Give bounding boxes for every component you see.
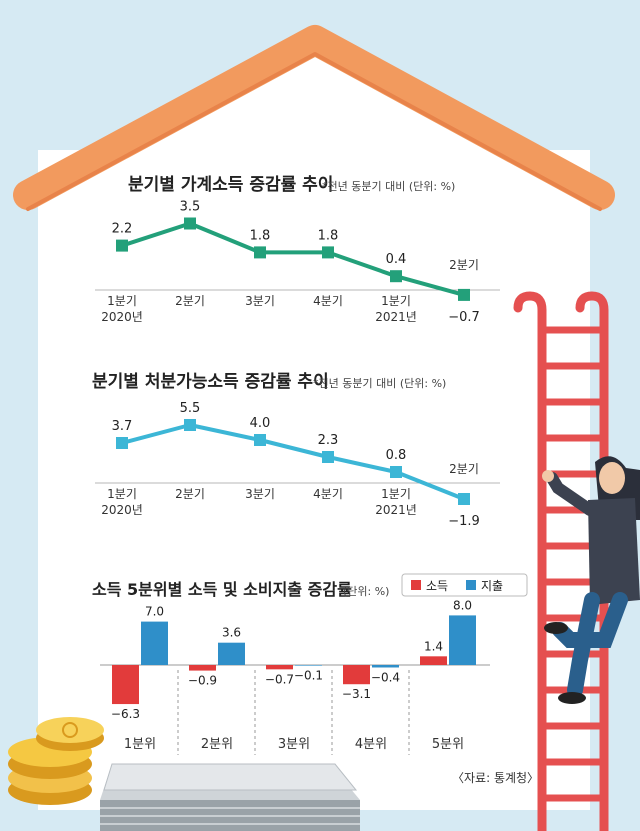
chart2-value-label: 4.0 xyxy=(250,416,271,431)
legend-box xyxy=(401,573,528,597)
chart2-x-tick-label: 4분기 xyxy=(313,487,343,501)
chart3-value-label: 7.0 xyxy=(145,605,164,619)
chart1-series-line xyxy=(121,221,465,297)
chart1-value-label: 2.2 xyxy=(112,222,133,237)
legend-spending-label: 지출 xyxy=(481,579,503,593)
chart2-plot: 3.7 1분기 2020년 5.5 2분기 4.0 3분기 2.3 4분기 0.8 1분기 2021년… xyxy=(95,401,500,529)
chart1-point xyxy=(390,270,402,283)
chart1-value-label: −0.7 xyxy=(448,310,480,325)
chart1-note: *전년 동분기 대비 (단위: %) xyxy=(322,180,455,193)
chart1-x-tick-label: 1분기 xyxy=(107,294,137,308)
chart2-title: 분기별 처분가능소득 증감률 추이 xyxy=(92,372,329,392)
chart3-value-label: −0.7 xyxy=(265,672,294,686)
banknote-stack-illustration xyxy=(100,763,360,831)
chart3-value-label: −3.1 xyxy=(342,687,371,701)
chart2-year-label: 2021년 xyxy=(375,503,417,517)
chart1-value-label: 1.8 xyxy=(318,228,339,243)
chart2-value-label: 2.3 xyxy=(318,433,339,448)
chart1-value-label: 1.8 xyxy=(250,228,271,243)
chart3-bar-income xyxy=(112,665,139,705)
source-credit: 〈자료: 통계청〉 xyxy=(452,771,539,785)
chart2-value-label: −1.9 xyxy=(448,514,480,529)
chart3-value-label: −6.3 xyxy=(111,707,140,721)
chart3-note: (단위: %) xyxy=(343,585,389,598)
chart3-category-label: 3분위 xyxy=(278,737,310,752)
chart2-x-tick-label: 1분기 xyxy=(107,487,137,501)
chart2-x-tick-label: 2분기 xyxy=(449,462,479,476)
chart3-bar-spending xyxy=(372,665,399,668)
chart1-value-label: 3.5 xyxy=(180,200,201,215)
legend-spending-swatch xyxy=(466,580,476,590)
chart2-point xyxy=(116,437,128,449)
chart3-bar-spending xyxy=(218,642,245,665)
chart3-bar-spending xyxy=(141,621,168,665)
chart1-x-tick-label: 1분기 xyxy=(381,294,411,308)
chart3-bar-income xyxy=(266,665,293,670)
climbing-person-illustration xyxy=(542,456,640,704)
chart2-value-label: 3.7 xyxy=(112,419,133,434)
legend-income-swatch xyxy=(411,580,421,590)
chart3-value-label: −0.9 xyxy=(188,674,217,688)
roof xyxy=(13,25,615,211)
chart2-x-tick-label: 1분기 xyxy=(381,487,411,501)
house-gable xyxy=(38,52,590,230)
chart1-point xyxy=(116,239,128,252)
chart2-point xyxy=(458,493,470,505)
chart3-category-label: 5분위 xyxy=(432,737,464,752)
chart3-value-label: −0.1 xyxy=(294,669,323,683)
chart3-bar-income xyxy=(420,656,447,665)
chart3-bar-spending xyxy=(449,615,476,665)
chart3-legend: 소득 지출 xyxy=(401,573,528,597)
chart3-value-label: 1.4 xyxy=(424,639,443,653)
chart3-category-label: 1분위 xyxy=(124,737,156,752)
chart2-point xyxy=(184,419,196,431)
chart1-point xyxy=(184,217,196,230)
chart2-year-label: 2020년 xyxy=(101,503,143,517)
chart1-point xyxy=(458,288,470,301)
legend-income-label: 소득 xyxy=(426,579,448,593)
chart1-year-label: 2021년 xyxy=(375,310,417,324)
chart2-x-tick-label: 3분기 xyxy=(245,487,275,501)
chart1-x-tick-label: 4분기 xyxy=(313,294,343,308)
chart1-x-tick-label: 3분기 xyxy=(245,294,275,308)
chart1-plot: 2.2 1분기 2020년 3.5 2분기 1.8 3분기 1.8 4분기 0.4 1분기 2021년… xyxy=(95,200,500,325)
chart2-series-line xyxy=(121,423,465,501)
chart3-value-label: 3.6 xyxy=(222,626,241,640)
chart1-value-label: 0.4 xyxy=(386,252,407,267)
chart1-year-label: 2020년 xyxy=(101,310,143,324)
chart3-title: 소득 5분위별 소득 및 소비지출 증감률 xyxy=(92,580,352,599)
chart2-point xyxy=(390,466,402,478)
chart3-bar-income xyxy=(189,665,216,671)
chart3-category-label: 4분위 xyxy=(355,737,387,752)
chart2-value-label: 0.8 xyxy=(386,448,407,463)
chart2-x-tick-label: 2분기 xyxy=(175,487,205,501)
coin-stack-illustration xyxy=(8,717,104,805)
chart1-point xyxy=(254,246,266,259)
chart3-bar-spending xyxy=(295,665,322,666)
chart1-x-tick-label: 2분기 xyxy=(449,258,479,272)
chart1-title: 분기별 가계소득 증감률 추이 xyxy=(128,175,333,195)
chart3-value-label: 8.0 xyxy=(453,598,472,612)
chart1-point xyxy=(322,246,334,259)
chart3-value-label: −0.4 xyxy=(371,670,400,684)
chart1-x-tick-label: 2분기 xyxy=(175,294,205,308)
chart3-category-label: 2분위 xyxy=(201,737,233,752)
chart2-value-label: 5.5 xyxy=(180,401,201,416)
chart2-point xyxy=(322,451,334,463)
chart2-point xyxy=(254,434,266,446)
chart3-plot: −6.3 7.0 1분위 −0.9 3.6 2분위 −0.7 −0.1 3분위 −3.1−0.4 4… xyxy=(100,598,490,755)
chart2-note: *전년 동분기 대비 (단위: %) xyxy=(313,377,446,390)
chart3-bar-income xyxy=(343,665,370,685)
